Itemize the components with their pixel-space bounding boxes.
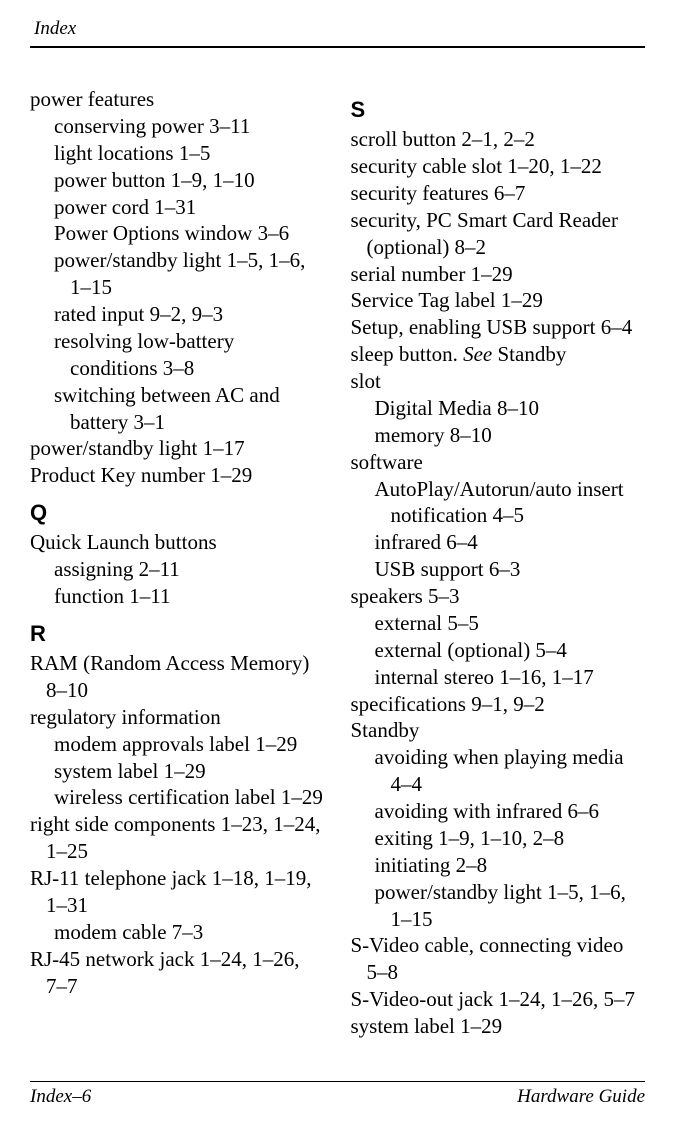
index-entry: system label 1–29 [30,758,325,785]
footer: Index–6 Hardware Guide [30,1081,645,1108]
index-columns: power featuresconserving power 3–11light… [30,86,645,1040]
index-entry: RJ-45 network jack 1–24, 1–26, 7–7 [30,946,325,1000]
index-column-right: Sscroll button 2–1, 2–2security cable sl… [351,86,646,1040]
index-entry: security cable slot 1–20, 1–22 [351,153,646,180]
index-section-letter: R [30,620,325,648]
index-entry: RAM (Random Access Memory) 8–10 [30,650,325,704]
index-entry: wireless certification label 1–29 [30,784,325,811]
index-entry: internal stereo 1–16, 1–17 [351,664,646,691]
index-entry: resolving low-battery conditions 3–8 [30,328,325,382]
index-entry: power/standby light 1–5, 1–6, 1–15 [30,247,325,301]
index-entry: security features 6–7 [351,180,646,207]
index-entry: security, PC Smart Card Reader (optional… [351,207,646,261]
index-entry: USB support 6–3 [351,556,646,583]
index-entry: avoiding with infrared 6–6 [351,798,646,825]
index-entry: Product Key number 1–29 [30,462,325,489]
index-entry: rated input 9–2, 9–3 [30,301,325,328]
footer-row: Index–6 Hardware Guide [30,1086,645,1108]
index-section-letter: S [351,96,646,124]
footer-rule [30,1081,645,1082]
index-entry: conserving power 3–11 [30,113,325,140]
index-entry: RJ-11 telephone jack 1–18, 1–19, 1–31 [30,865,325,919]
index-entry: external 5–5 [351,610,646,637]
index-entry: Quick Launch buttons [30,529,325,556]
index-entry: modem approvals label 1–29 [30,731,325,758]
index-entry: Setup, enabling USB support 6–4 [351,314,646,341]
index-entry: AutoPlay/Autorun/auto insert notificatio… [351,476,646,530]
index-entry: serial number 1–29 [351,261,646,288]
footer-doc-title: Hardware Guide [517,1086,645,1108]
index-entry: software [351,449,646,476]
index-entry: system label 1–29 [351,1013,646,1040]
header-rule [30,46,645,48]
index-entry: scroll button 2–1, 2–2 [351,126,646,153]
footer-page-number: Index–6 [30,1086,91,1108]
index-entry: memory 8–10 [351,422,646,449]
index-entry: power button 1–9, 1–10 [30,167,325,194]
index-entry: S-Video cable, connecting video 5–8 [351,932,646,986]
index-entry: slot [351,368,646,395]
index-entry: specifications 9–1, 9–2 [351,691,646,718]
index-entry: Standby [351,717,646,744]
index-entry: sleep button. See Standby [351,341,646,368]
index-entry: power cord 1–31 [30,194,325,221]
index-entry: regulatory information [30,704,325,731]
index-entry: S-Video-out jack 1–24, 1–26, 5–7 [351,986,646,1013]
index-entry: infrared 6–4 [351,529,646,556]
index-entry: power features [30,86,325,113]
index-entry: initiating 2–8 [351,852,646,879]
index-entry: exiting 1–9, 1–10, 2–8 [351,825,646,852]
running-head: Index [30,18,645,40]
index-entry: right side components 1–23, 1–24, 1–25 [30,811,325,865]
index-entry: power/standby light 1–5, 1–6, 1–15 [351,879,646,933]
index-entry: external (optional) 5–4 [351,637,646,664]
page: Index power featuresconserving power 3–1… [0,0,675,1134]
index-entry: Digital Media 8–10 [351,395,646,422]
index-entry: Power Options window 3–6 [30,220,325,247]
index-entry: power/standby light 1–17 [30,435,325,462]
index-entry: switching between AC and battery 3–1 [30,382,325,436]
index-entry: Service Tag label 1–29 [351,287,646,314]
index-entry: avoiding when playing media 4–4 [351,744,646,798]
index-entry: speakers 5–3 [351,583,646,610]
index-entry: modem cable 7–3 [30,919,325,946]
index-entry: light locations 1–5 [30,140,325,167]
index-entry: assigning 2–11 [30,556,325,583]
index-entry: function 1–11 [30,583,325,610]
index-section-letter: Q [30,499,325,527]
index-column-left: power featuresconserving power 3–11light… [30,86,325,1040]
